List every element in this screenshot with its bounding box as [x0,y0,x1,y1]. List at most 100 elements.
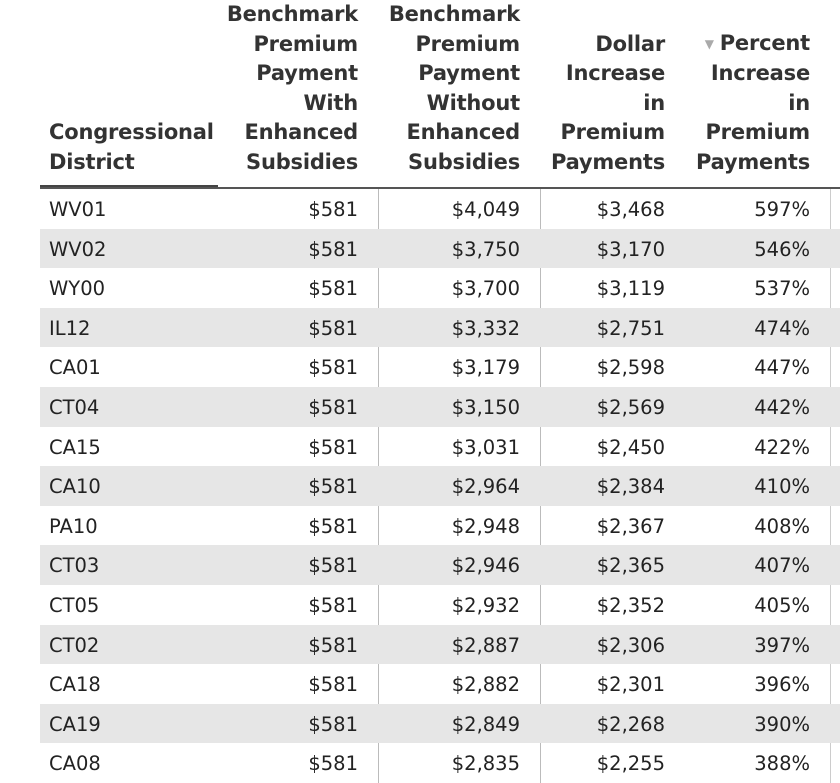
header-dollar-increase[interactable]: Dollar Increase in Premium Payments [550,31,665,174]
sort-descending-icon: ▼ [704,36,714,51]
table-row: WV01 $581 $4,049 $3,468 597% [40,189,840,229]
cell-percent-increase: 396% [754,673,810,697]
cell-dollar-increase: $2,450 [596,435,665,459]
district-header-underline [40,185,218,187]
cell-without-subsidies: $2,849 [451,712,520,736]
cell-with-subsidies: $581 [308,237,358,261]
cell-district: CT04 [49,395,100,419]
table-row: PA10 $581 $2,948 $2,367 408% [40,506,840,546]
cell-with-subsidies: $581 [308,593,358,617]
cell-percent-increase: 597% [754,198,810,221]
cell-without-subsidies: $3,332 [451,316,520,340]
header-percent-increase[interactable]: ▼ Percent Increase in Premium Payments [695,30,810,174]
cell-district: CA19 [49,712,101,736]
table-row: CT03 $581 $2,946 $2,365 407% [40,545,840,585]
cell-with-subsidies: $581 [308,712,358,736]
cell-percent-increase: 405% [754,593,810,617]
header-divider [40,187,840,189]
cell-district: WV01 [49,198,107,221]
cell-without-subsidies: $4,049 [451,198,520,221]
cell-percent-increase: 388% [754,752,810,776]
cell-percent-increase: 397% [754,633,810,657]
table-row: CA15 $581 $3,031 $2,450 422% [40,427,840,467]
cell-dollar-increase: $2,255 [596,752,665,776]
cell-with-subsidies: $581 [308,356,358,380]
cell-with-subsidies: $581 [308,673,358,697]
cell-with-subsidies: $581 [308,633,358,657]
cell-percent-increase: 407% [754,554,810,578]
cell-with-subsidies: $581 [308,198,358,221]
cell-without-subsidies: $2,932 [451,593,520,617]
cell-district: CA08 [49,752,101,776]
table-header: Congressional District Benchmark Premium… [40,0,840,189]
table-row: IL12 $581 $3,332 $2,751 474% [40,307,840,348]
cell-without-subsidies: $2,946 [451,554,520,578]
cell-district: WV02 [49,237,107,261]
cell-with-subsidies: $581 [308,395,358,419]
table-row: CT05 $581 $2,932 $2,352 405% [40,585,840,625]
cell-with-subsidies: $581 [308,277,358,301]
cell-without-subsidies: $2,882 [451,673,520,697]
table-row: CT02 $581 $2,887 $2,306 397% [40,624,840,665]
table-row: CT04 $581 $3,150 $2,569 442% [40,386,840,427]
cell-without-subsidies: $3,031 [451,435,520,459]
cell-with-subsidies: $581 [308,514,358,538]
cell-percent-increase: 442% [754,395,810,419]
cell-dollar-increase: $3,119 [596,277,665,301]
cell-district: IL12 [49,316,91,340]
cell-percent-increase: 537% [754,277,810,301]
cell-without-subsidies: $2,887 [451,633,520,657]
cell-dollar-increase: $3,170 [596,237,665,261]
cell-with-subsidies: $581 [308,752,358,776]
premium-payments-table: Congressional District Benchmark Premium… [40,0,840,783]
cell-district: CA10 [49,475,101,499]
cell-dollar-increase: $2,751 [596,316,665,340]
table-row: CA01 $581 $3,179 $2,598 447% [40,347,840,387]
cell-with-subsidies: $581 [308,316,358,340]
cell-with-subsidies: $581 [308,554,358,578]
table-body: WV01 $581 $4,049 $3,468 597% WV02 $581 $… [40,189,840,783]
header-premium-without-subsidies[interactable]: Benchmark Premium Payment Without Enhanc… [388,2,520,174]
cell-without-subsidies: $2,948 [451,514,520,538]
cell-dollar-increase: $2,367 [596,514,665,538]
table-row: WV02 $581 $3,750 $3,170 546% [40,228,840,269]
cell-district: CA01 [49,356,101,380]
cell-dollar-increase: $3,468 [596,198,665,221]
cell-district: PA10 [49,514,98,538]
cell-without-subsidies: $3,150 [451,395,520,419]
cell-dollar-increase: $2,569 [596,395,665,419]
header-premium-with-subsidies[interactable]: Benchmark Premium Payment With Enhanced … [226,2,358,174]
cell-dollar-increase: $2,365 [596,554,665,578]
table-row: WY00 $581 $3,700 $3,119 537% [40,268,840,308]
cell-without-subsidies: $2,964 [451,475,520,499]
table-row: CA18 $581 $2,882 $2,301 396% [40,664,840,704]
cell-district: CA15 [49,435,101,459]
cell-percent-increase: 408% [754,514,810,538]
cell-percent-increase: 410% [754,475,810,499]
cell-with-subsidies: $581 [308,475,358,499]
cell-percent-increase: 546% [754,237,810,261]
cell-percent-increase: 474% [754,316,810,340]
cell-with-subsidies: $581 [308,435,358,459]
cell-percent-increase: 447% [754,356,810,380]
cell-dollar-increase: $2,384 [596,475,665,499]
header-congressional-district[interactable]: Congressional District [49,120,214,174]
table-row: CA10 $581 $2,964 $2,384 410% [40,466,840,506]
cell-percent-increase: 422% [754,435,810,459]
cell-without-subsidies: $3,750 [451,237,520,261]
cell-district: CT03 [49,554,100,578]
cell-dollar-increase: $2,598 [596,356,665,380]
cell-district: CT05 [49,593,100,617]
table-row: CA08 $581 $2,835 $2,255 388% [40,743,840,783]
cell-district: CA18 [49,673,101,697]
cell-dollar-increase: $2,306 [596,633,665,657]
cell-dollar-increase: $2,301 [596,673,665,697]
cell-dollar-increase: $2,268 [596,712,665,736]
table-row: CA19 $581 $2,849 $2,268 390% [40,703,840,744]
cell-district: WY00 [49,277,106,301]
cell-dollar-increase: $2,352 [596,593,665,617]
cell-without-subsidies: $2,835 [451,752,520,776]
cell-without-subsidies: $3,179 [451,356,520,380]
cell-district: CT02 [49,633,100,657]
cell-percent-increase: 390% [754,712,810,736]
